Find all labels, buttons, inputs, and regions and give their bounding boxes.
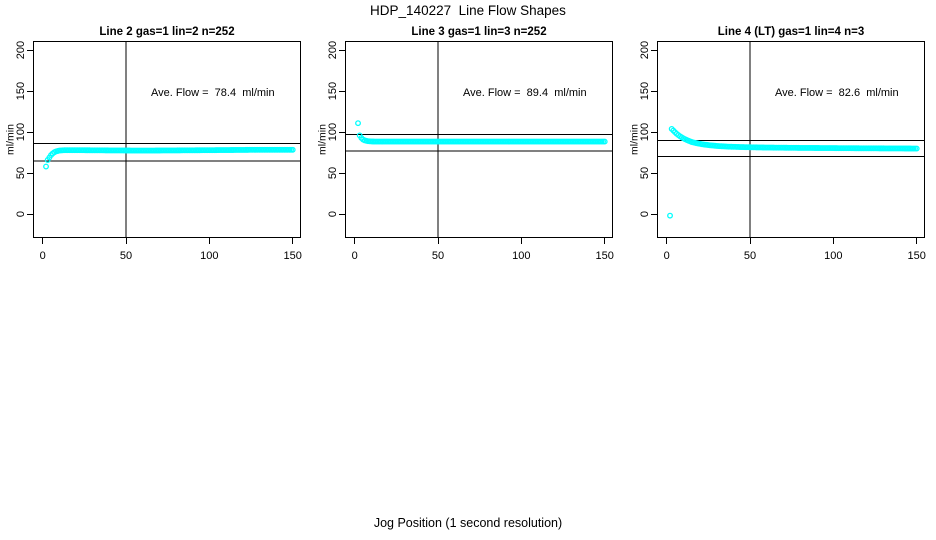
series-points [355,120,608,145]
y-axis-tick [339,213,345,215]
data-point [355,120,361,127]
y-axis-tick-label: 150 [639,82,651,101]
ave-flow-annotation: Ave. Flow = 78.4 ml/min [151,87,275,99]
y-axis-tick-label: 200 [639,41,651,60]
x-axis-label: Jog Position (1 second resolution) [373,516,563,530]
y-axis-tick [651,90,657,92]
x-axis-tick [42,238,44,244]
y-axis-tick-label: 0 [15,210,27,218]
x-axis-tick [832,238,834,244]
data-points-layer [346,42,612,237]
y-axis-tick [651,172,657,174]
figure-title: HDP_140227 Line Flow Shapes [370,3,566,18]
panel-title: Line 3 gas=1 lin=3 n=252 [411,26,547,38]
y-axis-tick [339,172,345,174]
y-axis-tick-label: 200 [15,41,27,60]
panel-title: Line 4 (LT) gas=1 lin=4 n=3 [717,26,865,38]
data-points-layer [34,42,300,237]
y-axis-tick-label: 0 [639,210,651,218]
x-axis-tick [520,238,522,244]
ave-flow-annotation: Ave. Flow = 82.6 ml/min [775,87,899,99]
x-axis-tick-label: 0 [39,250,46,262]
x-axis-tick [437,238,439,244]
panel-line-2: Line 2 gas=1 lin=2 n=252 ml/min Ave. Flo… [0,0,312,280]
plot-area: Ave. Flow = 78.4 ml/min [33,41,301,238]
y-axis-tick [339,131,345,133]
y-axis-tick [27,90,33,92]
data-point [601,138,608,145]
x-axis-tick-label: 100 [512,250,531,262]
x-axis-tick-label: 100 [824,250,843,262]
y-axis-tick [651,131,657,133]
x-axis-tick-label: 100 [200,250,219,262]
x-axis-tick [354,238,356,244]
y-axis-tick [27,213,33,215]
y-axis-tick [651,49,657,51]
x-axis-tick [125,238,127,244]
x-axis-tick [604,238,606,244]
y-axis-tick-label: 100 [15,123,27,142]
x-axis-tick-label: 150 [595,250,614,262]
plot-area: Ave. Flow = 82.6 ml/min [657,41,925,238]
x-axis-tick [749,238,751,244]
y-axis-tick [339,90,345,92]
series-points [43,146,296,170]
y-axis-tick-label: 50 [327,166,339,180]
y-axis-tick-label: 50 [15,166,27,180]
panel-line-4: Line 4 (LT) gas=1 lin=4 n=3 ml/min Ave. … [624,0,936,280]
y-axis-tick-label: 100 [327,123,339,142]
y-axis-tick [651,213,657,215]
x-axis-tick [666,238,668,244]
x-axis-tick [208,238,210,244]
series-points [667,125,920,219]
panel-line-3: Line 3 gas=1 lin=3 n=252 ml/min Ave. Flo… [312,0,624,280]
y-axis-tick [339,49,345,51]
y-axis-tick-label: 200 [327,41,339,60]
y-axis-tick-label: 50 [639,166,651,180]
data-point [43,163,49,170]
y-axis-tick-label: 0 [327,210,339,218]
ave-flow-annotation: Ave. Flow = 89.4 ml/min [463,87,587,99]
data-point [667,212,673,219]
data-points-layer [658,42,924,237]
x-axis-tick-label: 0 [351,250,358,262]
x-axis-tick-label: 0 [663,250,670,262]
x-axis-tick-label: 50 [119,250,133,262]
x-axis-tick [916,238,918,244]
x-axis-tick-label: 150 [907,250,926,262]
data-point [913,145,920,152]
y-axis-tick-label: 150 [15,82,27,101]
y-axis-tick [27,49,33,51]
y-axis-tick-label: 100 [639,123,651,142]
x-axis-tick-label: 50 [743,250,757,262]
plot-area: Ave. Flow = 89.4 ml/min [345,41,613,238]
data-point [289,146,296,153]
x-axis-tick-label: 50 [431,250,445,262]
x-axis-tick-label: 150 [283,250,302,262]
y-axis-tick [27,172,33,174]
y-axis-tick-label: 150 [327,82,339,101]
y-axis-tick [27,131,33,133]
panel-title: Line 2 gas=1 lin=2 n=252 [99,26,235,38]
x-axis-tick [292,238,294,244]
